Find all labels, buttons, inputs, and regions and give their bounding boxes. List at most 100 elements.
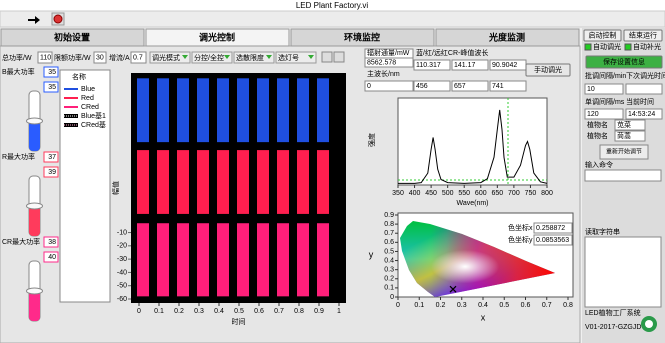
- legend-entry: CRed基: [81, 120, 106, 129]
- spectrum-line: [398, 109, 548, 184]
- x-tick-label: 500: [442, 190, 454, 197]
- slider-value-box[interactable]: [43, 166, 59, 178]
- x-tick-label: 0.3: [194, 308, 204, 315]
- manual-dimming-button[interactable]: [525, 63, 571, 77]
- slider-value-box[interactable]: [43, 151, 59, 163]
- control-label: 限额功率/W: [54, 53, 91, 62]
- peak-label: 蓝/红/远红CR-峰值波长: [416, 48, 488, 57]
- y-tick-label: 0.4: [384, 257, 394, 264]
- time-value: 14:53:24: [628, 111, 655, 118]
- x-tick-label: 1: [337, 308, 341, 315]
- title-bar: [0, 0, 665, 11]
- slider-knob[interactable]: [26, 117, 43, 125]
- bar: [157, 78, 169, 143]
- y-tick-label: 0.5: [384, 248, 394, 255]
- coord-label: 色坐标x: [508, 223, 533, 232]
- check-led[interactable]: [624, 43, 632, 51]
- tab[interactable]: [0, 28, 145, 47]
- bar: [257, 150, 269, 214]
- dropdown[interactable]: [149, 51, 191, 64]
- peak-wavelength: 741: [492, 83, 504, 90]
- batch-value-box[interactable]: [584, 83, 624, 95]
- dropdown[interactable]: [275, 51, 317, 64]
- bar: [197, 223, 209, 297]
- check-led[interactable]: [584, 43, 592, 51]
- dropdown-arrow[interactable]: [266, 55, 272, 59]
- footer-line: LED植物工厂系统: [585, 308, 641, 317]
- tab[interactable]: [290, 28, 435, 47]
- peak-value-box: [451, 59, 489, 71]
- dropdown-arrow[interactable]: [224, 55, 230, 59]
- bar: [317, 78, 329, 143]
- x-tick-label: 350: [392, 190, 404, 197]
- peak-value: 90.9042: [492, 62, 517, 69]
- slider-fill: [29, 121, 40, 151]
- coord-value: 0.258872: [536, 225, 565, 232]
- graph-tool[interactable]: [321, 51, 333, 63]
- tab[interactable]: [435, 28, 580, 47]
- dropdown-arrow[interactable]: [308, 55, 314, 59]
- plant-label: 植物名: [587, 131, 608, 140]
- x-tick-label: 0.1: [414, 302, 424, 309]
- slider-knob[interactable]: [26, 202, 43, 210]
- slider-label: B最大功率: [2, 67, 35, 76]
- x-tick-label: 550: [458, 190, 470, 197]
- x-axis-label: Wave(nm): [456, 200, 488, 207]
- control-value-box[interactable]: [37, 51, 53, 64]
- y-tick-label: 0.1: [384, 285, 394, 292]
- dropdown[interactable]: [233, 51, 275, 64]
- bar: [137, 78, 149, 143]
- slider-value: 35: [48, 84, 56, 91]
- slider-value-box[interactable]: [43, 81, 59, 93]
- bar: [137, 223, 149, 297]
- spectrum-plot-area: [397, 97, 548, 186]
- tab-label: 环境监控: [344, 31, 380, 42]
- dominant-value: 0: [367, 83, 371, 90]
- dropdown-label: 分控/全控: [194, 53, 224, 62]
- legend-entry: CRed: [81, 104, 99, 111]
- batch-value: 10: [587, 86, 595, 93]
- control-value: 30: [96, 54, 104, 61]
- plant-value-box[interactable]: [614, 119, 646, 131]
- start-button[interactable]: [583, 29, 622, 42]
- dropdown-arrow[interactable]: [182, 55, 188, 59]
- x-axis-label: x: [481, 312, 486, 322]
- stop-button-label: 结束运行: [629, 30, 657, 39]
- bar: [297, 78, 309, 143]
- save-button[interactable]: [585, 55, 663, 69]
- plant-value-box[interactable]: [614, 130, 646, 142]
- restart-button[interactable]: [599, 144, 649, 160]
- peak-wavelength-box: [451, 80, 489, 92]
- logo-inner: [645, 320, 653, 328]
- x-tick-label: 400: [409, 190, 421, 197]
- x-tick-label: 0.6: [521, 302, 531, 309]
- run-button[interactable]: [28, 16, 40, 24]
- slider-value-box[interactable]: [43, 251, 59, 263]
- slider-label: CR最大功率: [2, 237, 40, 246]
- plant-value: 茼蒿: [617, 131, 631, 140]
- slider-knob[interactable]: [26, 287, 43, 295]
- dropdown[interactable]: [191, 51, 233, 64]
- legend-title: 名称: [72, 72, 86, 81]
- bar: [157, 223, 169, 297]
- slider-value-box[interactable]: [43, 66, 59, 78]
- bar: [277, 150, 289, 214]
- stop-button[interactable]: [623, 29, 663, 42]
- next-label: 下次调光时间: [626, 71, 665, 80]
- bar: [157, 150, 169, 214]
- start-button-label: 启动控制: [589, 30, 617, 39]
- control-value-box[interactable]: [130, 51, 147, 64]
- slider-value-box[interactable]: [43, 236, 59, 248]
- tab[interactable]: [145, 28, 290, 47]
- control-value-box[interactable]: [93, 51, 107, 64]
- command-input-box[interactable]: [584, 169, 662, 182]
- graph-tool[interactable]: [333, 51, 345, 63]
- x-tick-label: 0.6: [254, 308, 264, 315]
- stop-button[interactable]: [53, 14, 63, 24]
- slider-fill: [29, 291, 40, 321]
- x-tick-label: 0.1: [154, 308, 164, 315]
- single-value-box[interactable]: [584, 108, 624, 120]
- bar: [137, 150, 149, 214]
- x-tick-label: 0.5: [499, 302, 509, 309]
- flux-label: 辐射通量/mW: [367, 48, 410, 57]
